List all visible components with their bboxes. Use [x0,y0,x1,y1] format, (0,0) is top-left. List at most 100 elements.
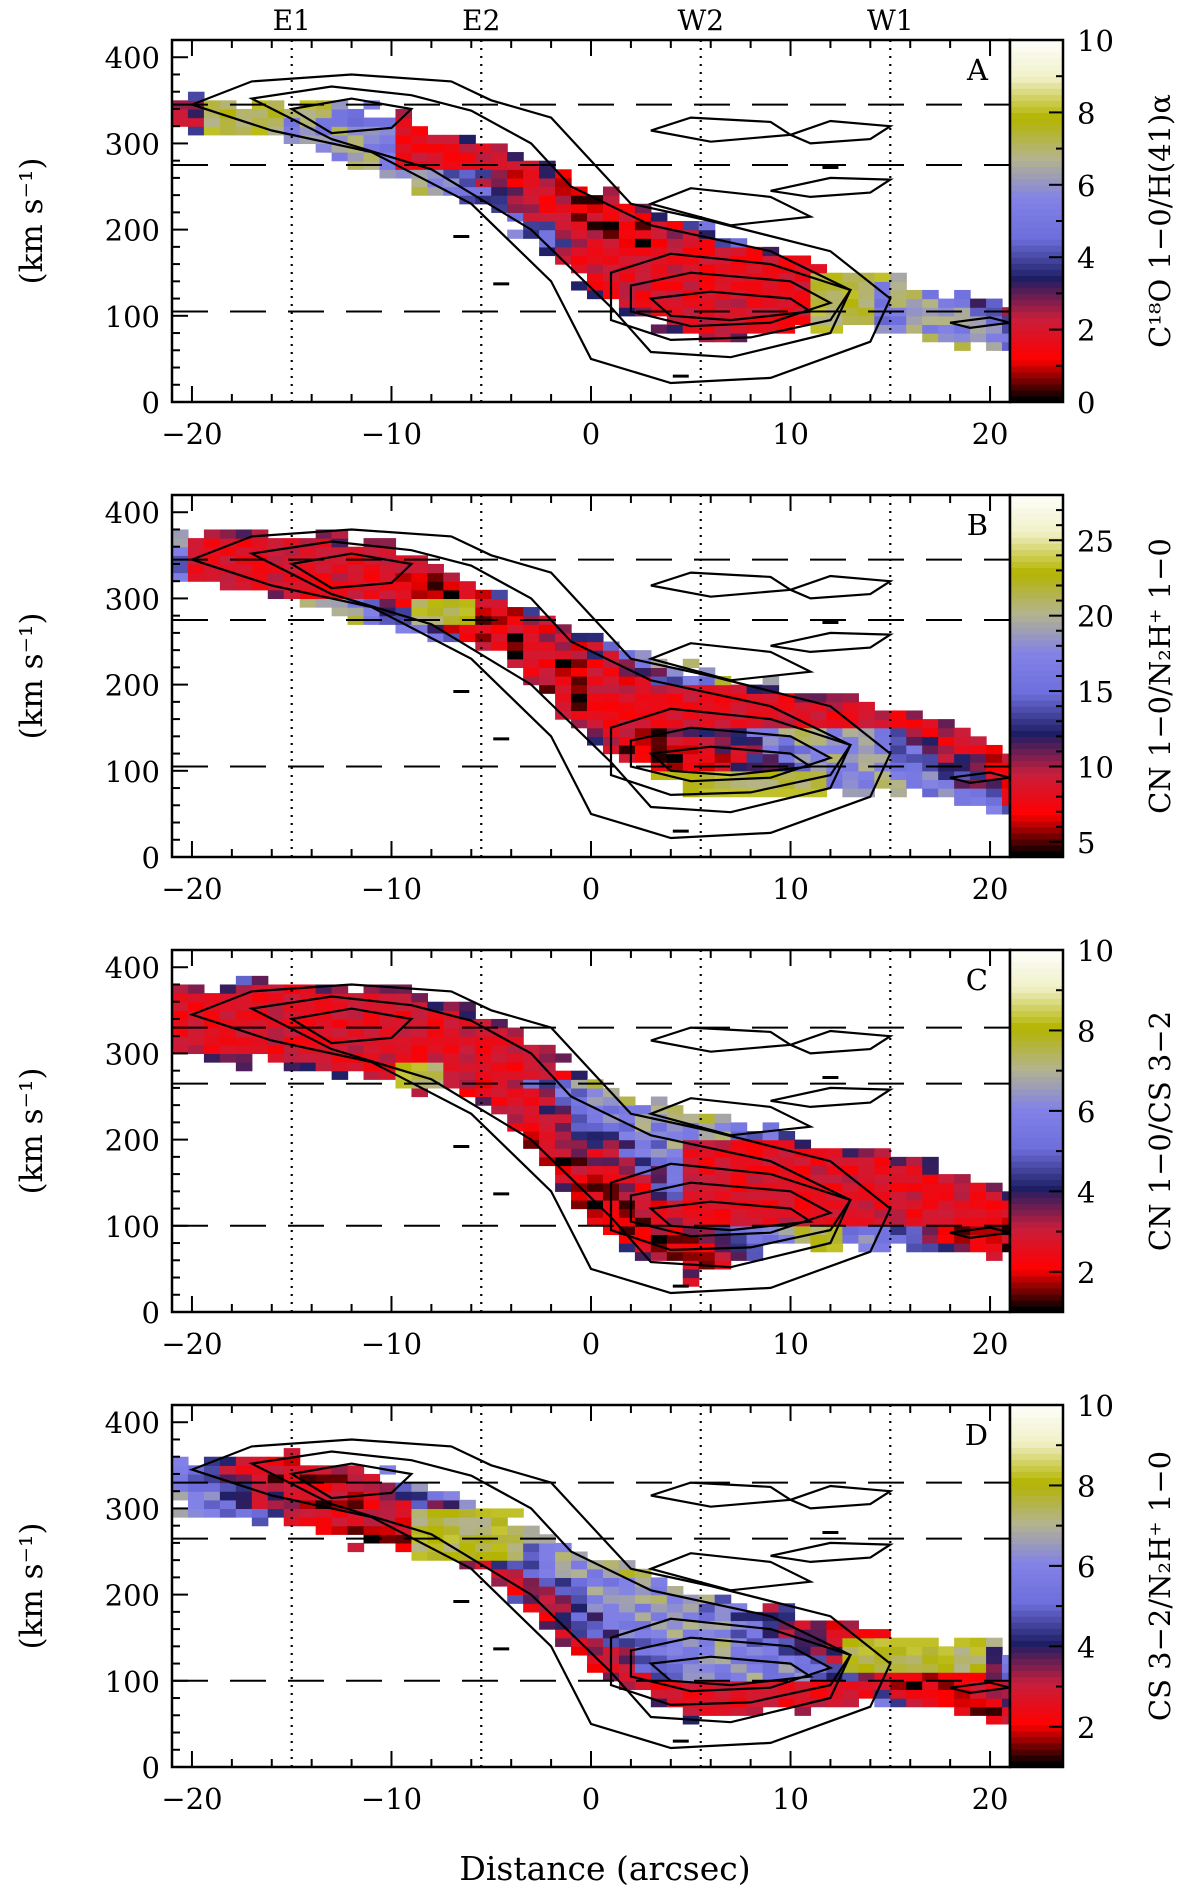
heatmap-cell [650,1577,668,1587]
heatmap-cell [682,1113,700,1123]
heatmap-cell [283,1053,301,1063]
colorbar-step [1010,1435,1063,1442]
heatmap-cell [427,1517,444,1527]
heatmap-cell [906,315,923,326]
heatmap-cell [634,693,652,703]
heatmap-cell [954,324,971,334]
heatmap-cell [347,1482,365,1492]
heatmap-cell [650,770,668,781]
heatmap-cell [730,693,748,703]
heatmap-cell [746,719,764,729]
heatmap-cell [203,529,221,539]
panel-letter: D [965,1418,988,1452]
heatmap-cell [571,701,588,712]
heatmap-cell [794,1620,812,1630]
x-tick-label: 0 [582,872,600,906]
heatmap-cell [682,1165,700,1175]
heatmap-cell [650,1646,668,1656]
heatmap-cell [858,1234,875,1244]
heatmap-cell [379,572,397,582]
heatmap-cell [363,1473,381,1484]
heatmap-cell [842,1208,859,1218]
heatmap-cell [283,589,301,600]
heatmap-cell [203,993,221,1003]
heatmap-cell [986,1182,1003,1192]
heatmap-cell [778,1199,796,1210]
heatmap-cell [922,1199,939,1210]
heatmap-cell [602,693,620,703]
heatmap-cell [634,1603,652,1613]
heatmap-cell [922,1243,939,1253]
heatmap-cell [618,736,636,746]
colorbar-frame [1008,948,1065,1314]
heatmap-cell [618,229,636,239]
colorbar-tick-label: 4 [1077,1175,1095,1209]
colorbar-step [1010,154,1063,162]
heatmap-cell [922,298,939,308]
colorbar-step [1010,682,1063,689]
heatmap-cell [172,1001,189,1011]
contour-line [650,1026,794,1053]
heatmap-cell [219,1027,237,1037]
heatmap-cell [730,298,748,308]
heatmap-cell [203,538,221,548]
colorbar-step [1010,208,1063,216]
heatmap-cell [842,1689,859,1699]
heatmap-cell [331,607,349,617]
panel-letter: A [966,53,989,87]
colorbar-step [1010,531,1063,538]
heatmap-cell [666,1131,684,1141]
heatmap-cell [587,1087,604,1098]
heatmap-cell [395,624,413,634]
heatmap-cell [874,324,891,334]
heatmap-cell [459,632,476,643]
heatmap-cell [730,1139,748,1149]
heatmap-cell [315,1044,333,1055]
heatmap-cell [746,1234,764,1244]
heatmap-cell [666,1637,684,1647]
colorbar-step [1010,579,1063,587]
heatmap-cell [810,1199,828,1210]
heatmap-cell [650,298,668,308]
colorbar-step [1010,986,1063,993]
heatmap-cell [331,555,349,565]
heatmap-cell [954,744,971,755]
heatmap-cell [587,272,604,282]
heatmap-cell [411,993,428,1003]
heatmap-cell [746,779,764,789]
heatmap-cell [475,152,492,162]
heatmap-cell [443,1491,460,1501]
heatmap-cell [299,1018,317,1029]
heatmap-cell [890,753,907,763]
heatmap-cell [187,563,205,574]
colorbar-step [1010,1022,1063,1030]
heatmap-cell [746,753,764,763]
heatmap-cell [826,1243,843,1253]
heatmap-cell [411,1018,428,1029]
heatmap-cell [858,281,875,291]
colorbar-step [1010,676,1063,683]
heatmap-cell [938,1680,955,1691]
heatmap-cell [475,1542,492,1553]
heatmap-cell [906,1208,923,1218]
heatmap-cell [666,264,684,274]
heatmap-cell [762,1199,780,1210]
heatmap-cell [874,1637,891,1647]
heatmap-cell [906,744,923,755]
heatmap-cell [571,195,588,205]
heatmap-cell [746,736,764,746]
heatmap-cell [634,1646,652,1656]
heatmap-cell [698,1698,716,1708]
heatmap-cell [491,1534,508,1544]
heatmap-cell [555,238,572,248]
heatmap-cell [762,1174,780,1184]
heatmap-cell [890,1637,907,1647]
heatmap-cell [267,1001,285,1011]
heatmap-cell [187,1491,205,1501]
heatmap-cell [347,108,365,119]
heatmap-cell [539,186,556,196]
heatmap-cell [411,607,428,617]
heatmap-cell [172,1508,189,1518]
heatmap-cell [986,1654,1003,1665]
heatmap-cell [618,1131,636,1141]
